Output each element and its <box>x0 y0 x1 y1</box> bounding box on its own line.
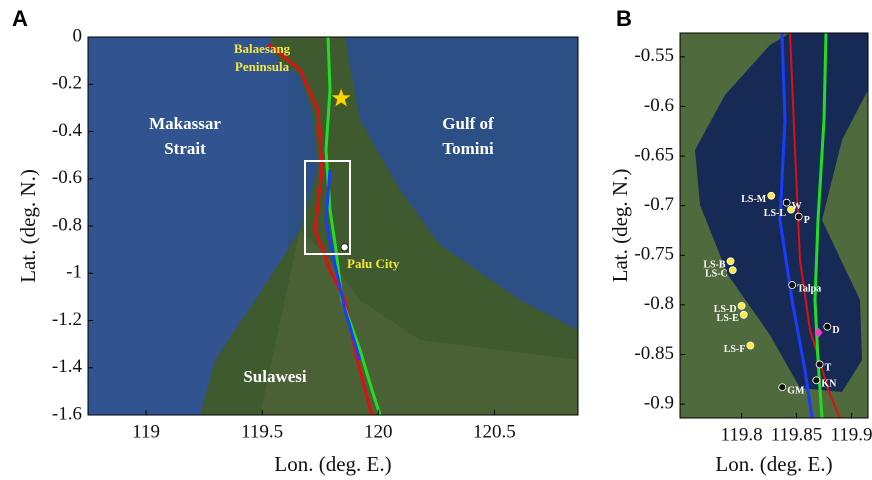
fault-green <box>813 33 828 418</box>
y-tick-label: -1.6 <box>52 403 82 424</box>
station-label: GM <box>787 386 805 397</box>
fault-blue <box>324 169 362 361</box>
station <box>739 310 748 319</box>
station-label: T <box>825 363 832 374</box>
station-label: LS-C <box>705 268 728 279</box>
x-tick-label: 120 <box>364 421 393 442</box>
y-tick-label: 0 <box>73 25 83 46</box>
x-tick-label: 120.5 <box>473 421 516 442</box>
frame-b <box>679 32 869 419</box>
place-label: Makassar <box>149 114 221 133</box>
fault-red <box>267 42 374 415</box>
station <box>728 266 737 275</box>
map-a <box>88 37 578 415</box>
station-label: P <box>804 215 810 226</box>
epicenter-star <box>330 87 352 108</box>
place-label: Peninsula <box>235 59 290 74</box>
station-label: W <box>792 201 802 212</box>
place-label: Palu City <box>347 256 400 271</box>
station-label: D <box>832 325 839 336</box>
fault-blue <box>778 33 814 418</box>
station <box>782 198 791 207</box>
x-tick-label: 119.5 <box>241 421 283 442</box>
diamond <box>814 327 823 338</box>
station <box>767 191 776 200</box>
place-label: Balaesang <box>234 41 291 56</box>
y-tick-label: -0.6 <box>644 95 674 116</box>
station <box>788 281 797 289</box>
station-label: Talpa <box>797 283 821 294</box>
y-tick-label: -0.55 <box>634 45 674 66</box>
place-label: Sulawesi <box>243 367 307 386</box>
x-tick-label: 119 <box>132 421 160 442</box>
y-tick-label: -0.8 <box>644 293 674 314</box>
station <box>794 212 803 221</box>
x-axis-label: Lon. (deg. E.) <box>715 452 832 476</box>
panel-label: A <box>12 6 28 31</box>
station-label: LS-B <box>703 260 726 271</box>
inset-box <box>304 160 351 255</box>
station <box>737 301 746 310</box>
y-axis-label: Lat. (deg. N.) <box>608 169 632 283</box>
station-label: LS-F <box>724 344 746 355</box>
station-label: LS-M <box>741 194 767 205</box>
station <box>823 322 832 331</box>
station-label: KN <box>821 379 837 390</box>
station-label: LS-L <box>764 208 787 219</box>
station <box>726 257 735 266</box>
y-tick-label: -0.85 <box>634 343 674 364</box>
y-tick-label: -1.2 <box>52 309 82 330</box>
y-tick-label: -1 <box>66 262 82 283</box>
y-tick-label: -0.7 <box>644 194 674 215</box>
map-b <box>680 33 868 418</box>
x-tick-label: 119.9 <box>830 424 872 445</box>
city-marker <box>340 243 349 252</box>
y-tick-label: -0.75 <box>634 244 674 265</box>
station-label: LS-D <box>714 304 737 315</box>
station <box>778 383 787 392</box>
y-tick-label: -0.6 <box>52 167 82 188</box>
station <box>815 360 824 369</box>
y-tick-label: -0.8 <box>52 214 82 235</box>
x-tick-label: 119.85 <box>771 424 823 445</box>
x-axis-label: Lon. (deg. E.) <box>274 452 391 476</box>
y-tick-label: -0.9 <box>644 392 674 413</box>
station <box>787 205 795 214</box>
panel-label: B <box>616 6 632 31</box>
y-axis-label: Lat. (deg. N.) <box>16 169 40 283</box>
fault-green <box>324 37 382 415</box>
fault-red <box>789 33 841 418</box>
place-label: Tomini <box>442 139 494 158</box>
place-label: Strait <box>164 139 206 158</box>
station-label: LS-E <box>717 313 740 324</box>
station <box>746 341 755 350</box>
y-tick-label: -0.2 <box>52 73 82 94</box>
station <box>812 376 821 385</box>
x-tick-label: 119.8 <box>721 424 763 445</box>
y-tick-label: -1.4 <box>52 356 83 377</box>
place-label: Gulf of <box>442 114 494 133</box>
y-tick-label: -0.4 <box>52 120 83 141</box>
y-tick-label: -0.65 <box>634 144 674 165</box>
